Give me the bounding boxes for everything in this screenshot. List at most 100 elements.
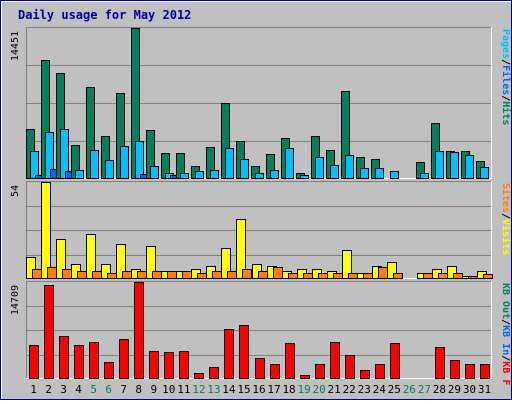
bar-kb-f-day-5: [89, 342, 99, 379]
axis-label-part: /: [500, 59, 511, 65]
bar-pages-day-8: [140, 174, 147, 179]
bar-sites-day-16: [258, 271, 268, 279]
bar-files-day-11: [180, 173, 189, 179]
bar-sites-day-17: [273, 267, 283, 279]
bar-pages-day-1: [35, 175, 42, 179]
bar-visits-day-22: [342, 250, 352, 279]
bar-files-day-6: [105, 160, 114, 179]
bar-files-day-4: [75, 170, 84, 179]
bar-kb-f-day-10: [164, 352, 174, 379]
x-label-day-28: 28: [433, 383, 446, 396]
bar-files-day-18: [285, 148, 294, 179]
x-label-day-24: 24: [373, 383, 387, 396]
x-label-day-20: 20: [313, 383, 326, 396]
axis-label-part: /: [500, 213, 511, 219]
bar-files-day-25: [390, 171, 399, 179]
x-label-day-10: 10: [162, 383, 175, 396]
x-label-day-18: 18: [282, 383, 295, 396]
bar-kb-f-day-24: [375, 364, 385, 379]
bar-kb-f-day-6: [104, 362, 114, 379]
x-label-day-8: 8: [135, 383, 142, 396]
bar-kb-f-day-29: [450, 360, 460, 379]
axis-label-part: KB F: [500, 361, 511, 385]
bar-files-day-27: [420, 173, 429, 179]
bar-pages-day-2: [50, 169, 57, 179]
x-label-day-19: 19: [297, 383, 310, 396]
bar-kb-f-day-9: [149, 351, 159, 379]
bar-files-day-28: [435, 151, 444, 179]
bar-sites-day-10: [167, 271, 177, 279]
bar-kb-f-day-20: [315, 364, 325, 379]
bar-files-day-1: [30, 151, 39, 179]
x-label-day-30: 30: [463, 383, 476, 396]
bar-visits-day-5: [86, 234, 96, 279]
bar-files-day-8: [135, 141, 144, 179]
bar-sites-day-11: [182, 271, 192, 279]
bar-kb-f-day-25: [390, 343, 400, 379]
chart-title: Daily usage for May 2012: [18, 8, 191, 22]
bar-kb-f-day-21: [330, 342, 340, 379]
bar-kb-f-day-2: [44, 285, 54, 379]
bar-sites-day-13: [212, 271, 222, 279]
x-label-day-15: 15: [237, 383, 250, 396]
bar-sites-day-14: [227, 271, 237, 279]
bar-visits-day-1: [26, 257, 36, 279]
bar-pages-day-3: [65, 171, 72, 179]
axis-label-part: Visits: [500, 219, 512, 255]
bar-sites-day-19: [303, 273, 313, 279]
x-label-day-9: 9: [150, 383, 157, 396]
bar-visits-day-6: [101, 264, 111, 279]
x-label-day-21: 21: [328, 383, 341, 396]
x-label-day-4: 4: [75, 383, 82, 396]
bar-sites-day-4: [77, 271, 87, 279]
bar-kb-f-day-8: [134, 282, 144, 379]
bar-sites-day-28: [438, 273, 448, 279]
bar-kb-f-day-12: [194, 373, 204, 379]
x-label-day-11: 11: [177, 383, 190, 396]
bar-visits-day-7: [116, 244, 126, 279]
bar-files-day-30: [465, 155, 474, 179]
axis-label-part: /: [500, 355, 511, 361]
panel-hits-files-pages: 14451 Pages/Files/Hits: [10, 27, 512, 179]
bar-visits-day-14: [221, 248, 231, 279]
bar-files-day-12: [195, 171, 204, 179]
bar-visits-day-15: [236, 219, 246, 279]
axis-label-part: Sites: [500, 183, 512, 213]
axis-label-part: /: [500, 95, 511, 101]
x-label-day-31: 31: [478, 383, 491, 396]
bar-files-day-15: [240, 159, 249, 179]
bar-sites-day-8: [137, 271, 147, 279]
bar-files-day-14: [225, 148, 234, 179]
bar-files-day-13: [210, 170, 219, 179]
bar-files-day-20: [315, 157, 324, 179]
bar-sites-day-7: [122, 271, 132, 279]
axis-label-part: KB Out: [500, 283, 511, 319]
bar-kb-f-day-19: [300, 375, 310, 379]
bar-sites-day-31: [483, 274, 493, 279]
bar-sites-day-22: [348, 273, 358, 279]
bar-sites-day-20: [318, 273, 328, 279]
bar-files-day-3: [60, 129, 69, 179]
x-label-day-17: 17: [267, 383, 280, 396]
bar-files-day-7: [120, 146, 129, 179]
bar-files-day-17: [270, 170, 279, 179]
bar-pages-day-10: [170, 175, 177, 179]
bar-kb-f-day-30: [465, 364, 475, 379]
bar-files-day-22: [345, 155, 354, 179]
axis-label-part: KB In: [500, 325, 511, 355]
bar-visits-day-9: [146, 246, 156, 279]
x-label-day-22: 22: [343, 383, 356, 396]
x-label-day-26: 26: [403, 383, 416, 396]
bar-files-day-31: [480, 167, 489, 179]
x-label-day-7: 7: [120, 383, 127, 396]
axis-label-hits-files-pages: Pages/Files/Hits: [500, 29, 512, 125]
axis-label-visits-sites: Sites/Visits: [500, 183, 512, 255]
bar-kb-f-day-14: [224, 329, 234, 379]
bar-visits-day-2: [41, 182, 51, 279]
bar-kb-f-day-18: [285, 343, 295, 379]
bar-kb-f-day-16: [255, 358, 265, 379]
x-label-day-27: 27: [418, 383, 431, 396]
bar-sites-day-30: [468, 276, 478, 279]
